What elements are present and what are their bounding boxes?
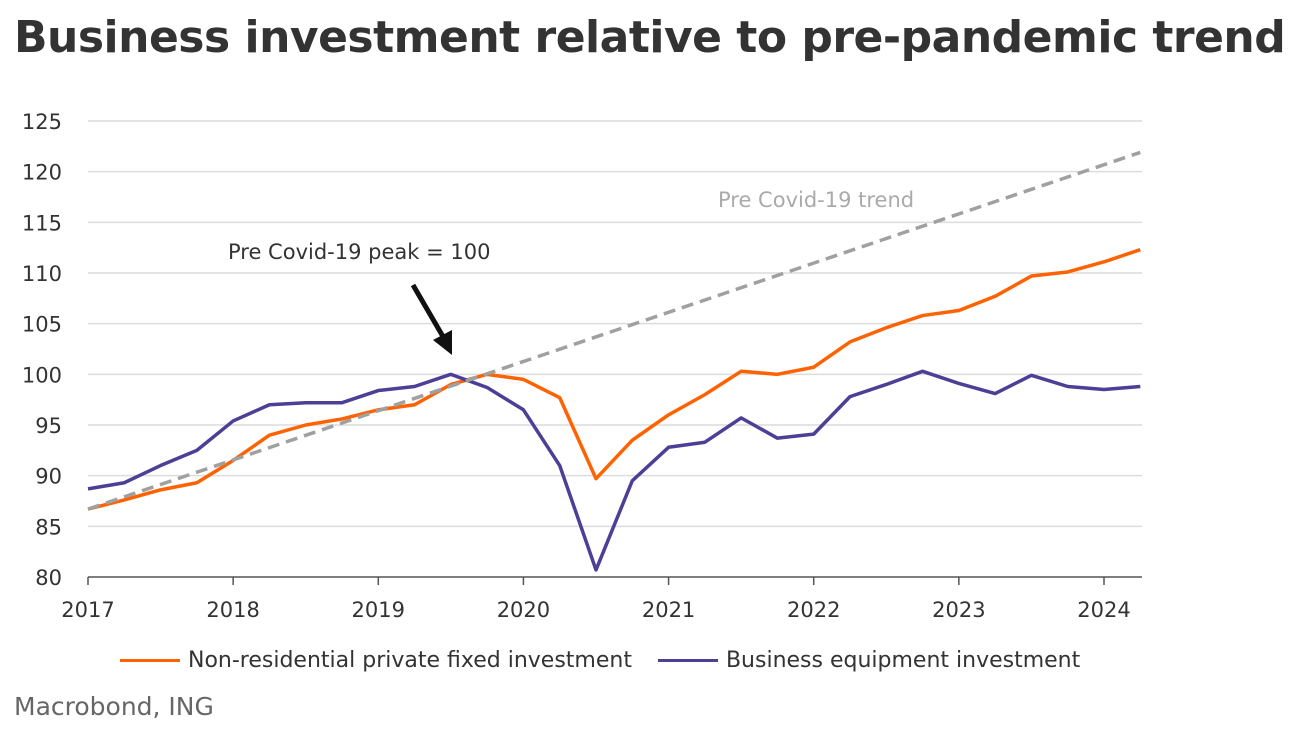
y-tick-label: 120 <box>22 161 62 185</box>
trend-annotation: Pre Covid-19 trend <box>718 188 914 212</box>
annotation-arrow-shaft <box>410 283 448 342</box>
y-tick-label: 90 <box>35 465 62 489</box>
x-tick-label: 2018 <box>206 598 259 622</box>
legend-item-equipment: Business equipment investment <box>657 648 1081 673</box>
x-tick-label: 2024 <box>1077 598 1130 622</box>
x-tick-label: 2017 <box>61 598 114 622</box>
legend-label: Non-residential private fixed investment <box>188 648 632 673</box>
chart-title: Business investment relative to pre-pand… <box>14 12 1286 63</box>
x-tick-label: 2020 <box>497 598 550 622</box>
annotation-arrow-head <box>433 330 452 355</box>
y-tick-label: 80 <box>35 566 62 590</box>
y-tick-label: 115 <box>22 211 62 235</box>
series-line-1 <box>87 369 1141 572</box>
legend-swatch-orange <box>120 659 180 662</box>
peak-annotation: Pre Covid-19 peak = 100 <box>228 240 490 264</box>
trend-line <box>87 150 1141 511</box>
x-tick-label: 2019 <box>352 598 405 622</box>
source-note: Macrobond, ING <box>14 692 214 721</box>
legend-label: Business equipment investment <box>725 648 1081 673</box>
y-tick-label: 125 <box>22 110 62 134</box>
series-line-0 <box>87 248 1141 511</box>
x-tick-label: 2021 <box>642 598 695 622</box>
y-tick-label: 100 <box>22 363 62 387</box>
x-tick-label: 2023 <box>932 598 985 622</box>
y-tick-label: 85 <box>35 515 62 539</box>
y-tick-label: 105 <box>22 313 62 337</box>
y-tick-label: 95 <box>35 414 62 438</box>
x-tick-label: 2022 <box>787 598 840 622</box>
legend-item-nonres: Non-residential private fixed investment <box>120 648 632 673</box>
y-tick-label: 110 <box>22 262 62 286</box>
legend: Non-residential private fixed investment… <box>120 648 1080 673</box>
legend-swatch-blue <box>657 659 718 662</box>
